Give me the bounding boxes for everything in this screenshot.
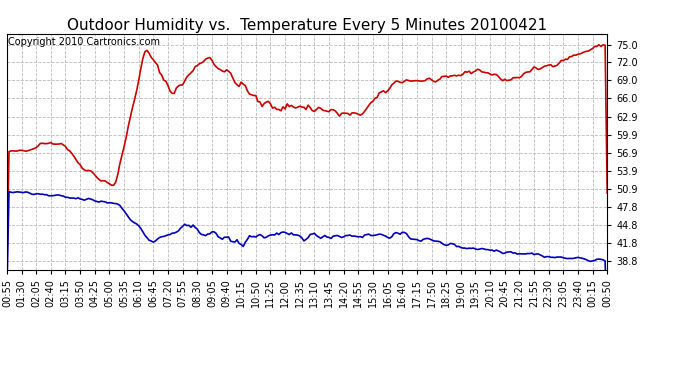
Text: Copyright 2010 Cartronics.com: Copyright 2010 Cartronics.com [8,37,160,47]
Title: Outdoor Humidity vs.  Temperature Every 5 Minutes 20100421: Outdoor Humidity vs. Temperature Every 5… [67,18,547,33]
